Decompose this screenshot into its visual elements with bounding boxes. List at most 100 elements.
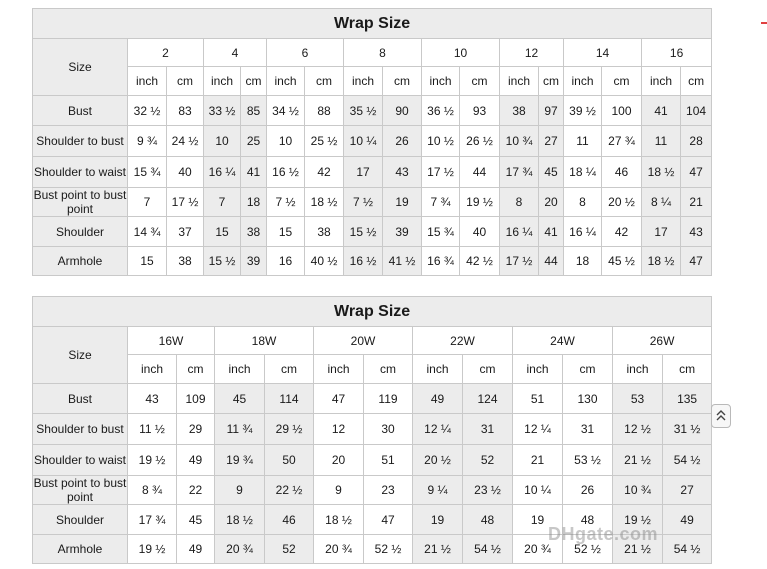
size-header-cell: 10 bbox=[421, 38, 500, 67]
unit-cell: cm bbox=[462, 354, 513, 384]
unit-cell: inch bbox=[127, 66, 167, 96]
size-header-cell: 14 bbox=[563, 38, 642, 67]
table-cell: 10 ¾ bbox=[499, 125, 539, 157]
table-cell: 11 ½ bbox=[127, 413, 177, 445]
unit-cell: cm bbox=[601, 66, 642, 96]
table-title: Wrap Size bbox=[31, 8, 713, 39]
size-header-cell: 22W bbox=[412, 326, 513, 355]
table-cell: 19 ¾ bbox=[214, 444, 265, 476]
table-cell: 21 ½ bbox=[412, 534, 463, 564]
table-cell: 19 ½ bbox=[459, 187, 500, 217]
table-cell: 19 ½ bbox=[127, 534, 177, 564]
table-cell: 31 bbox=[462, 413, 513, 445]
table-cell: 18 bbox=[240, 187, 267, 217]
table-cell: 18 ½ bbox=[304, 187, 344, 217]
table-cell: 47 bbox=[679, 246, 713, 276]
table-cell: 10 ¼ bbox=[343, 125, 383, 157]
table-cell: 10 bbox=[266, 125, 305, 157]
row-label: Shoulder to waist bbox=[32, 156, 128, 188]
table-cell: 44 bbox=[459, 156, 500, 188]
table-cell: 36 ½ bbox=[421, 95, 460, 126]
table-cell: 9 bbox=[313, 475, 364, 505]
unit-cell: cm bbox=[176, 354, 215, 384]
table-row: Shoulder 17 ¾ 45 18 ½ 46 18 ½ 47 19 48 19 48 19 ½ 49 bbox=[32, 504, 713, 535]
table-cell: 8 bbox=[563, 187, 602, 217]
table-cell: 10 bbox=[203, 125, 241, 157]
table-cell: 119 bbox=[363, 383, 413, 414]
unit-cell: inch bbox=[203, 66, 241, 96]
table-cell: 39 ½ bbox=[563, 95, 602, 126]
table-cell: 47 bbox=[363, 504, 413, 535]
table-cell: 41 ½ bbox=[382, 246, 422, 276]
table-cell: 19 ½ bbox=[612, 504, 663, 535]
table-cell: 42 ½ bbox=[459, 246, 500, 276]
scroll-to-top-button[interactable] bbox=[711, 404, 731, 428]
table-cell: 9 ¾ bbox=[127, 125, 167, 157]
table-cell: 7 bbox=[203, 187, 241, 217]
table-cell: 48 bbox=[562, 504, 613, 535]
table-cell: 40 ½ bbox=[304, 246, 344, 276]
table-cell: 40 bbox=[166, 156, 204, 188]
table-cell: 43 bbox=[127, 383, 177, 414]
table-cell: 18 bbox=[563, 246, 602, 276]
table-cell: 9 ¼ bbox=[412, 475, 463, 505]
size-chart-table-1: Wrap Size Size 2 4 6 8 10 12 14 16 inch cm inch cm inc… bbox=[31, 8, 713, 276]
table-cell: 19 bbox=[412, 504, 463, 535]
table-cell: 83 bbox=[166, 95, 204, 126]
table-row: Shoulder 14 ¾ 37 15 38 15 38 15 ½ 39 15 ¾ 40 16 ¼ 41… bbox=[32, 216, 713, 247]
table-cell: 39 bbox=[240, 246, 267, 276]
table-cell: 52 bbox=[264, 534, 314, 564]
table-cell: 41 bbox=[538, 216, 564, 247]
row-label: Armhole bbox=[32, 246, 128, 276]
table-cell: 53 bbox=[612, 383, 663, 414]
unit-cell: cm bbox=[363, 354, 413, 384]
table-cell: 25 bbox=[240, 125, 267, 157]
table-cell: 17 ¾ bbox=[127, 504, 177, 535]
table-cell: 90 bbox=[382, 95, 422, 126]
row-label: Bust bbox=[32, 95, 128, 126]
table-cell: 18 ½ bbox=[313, 504, 364, 535]
size-header-cell: 12 bbox=[499, 38, 564, 67]
table-cell: 32 ½ bbox=[127, 95, 167, 126]
table-cell: 16 bbox=[266, 246, 305, 276]
table-cell: 93 bbox=[459, 95, 500, 126]
table-cell: 10 ¼ bbox=[512, 475, 563, 505]
table-cell: 15 ½ bbox=[343, 216, 383, 247]
table-cell: 16 ½ bbox=[266, 156, 305, 188]
table-row: Bust 32 ½ 83 33 ½ 85 34 ½ 88 35 ½ 90 36 ½ 93 38 97 39… bbox=[32, 95, 713, 126]
size-header-cell: 20W bbox=[313, 326, 413, 355]
table-cell: 26 bbox=[382, 125, 422, 157]
table-cell: 11 bbox=[563, 125, 602, 157]
watermark: DHgate.com bbox=[548, 524, 659, 544]
size-header-row: Size 16W 18W 20W 22W 24W 26W bbox=[32, 326, 713, 384]
size-header-cell: 2 bbox=[127, 38, 204, 67]
row-label: Shoulder to waist bbox=[32, 444, 128, 476]
table-cell: 45 ½ bbox=[601, 246, 642, 276]
table-cell: 16 ¼ bbox=[203, 156, 241, 188]
table-cell: 15 ½ bbox=[203, 246, 241, 276]
unit-cell: cm bbox=[538, 66, 564, 96]
size-header-cell: 26W bbox=[611, 326, 713, 355]
table-row: Bust 43 109 45 114 47 119 49 124 51 130 53 135 bbox=[32, 383, 713, 414]
table-cell: 12 ¼ bbox=[512, 413, 563, 445]
table-cell: 52 bbox=[462, 444, 513, 476]
table-cell: 22 ½ bbox=[264, 475, 314, 505]
row-label: Shoulder bbox=[32, 504, 128, 535]
table-cell: 54 ½ bbox=[661, 444, 713, 476]
table-title: Wrap Size bbox=[31, 296, 713, 327]
size-header-cell: 6 bbox=[266, 38, 344, 67]
row-label: Shoulder to bust bbox=[32, 125, 128, 157]
table-cell: 22 bbox=[176, 475, 215, 505]
table-cell: 11 bbox=[641, 125, 681, 157]
table-cell: 18 ½ bbox=[641, 156, 681, 188]
table-cell: 46 bbox=[264, 504, 314, 535]
table-cell: 41 bbox=[240, 156, 267, 188]
unit-cell: cm bbox=[166, 66, 204, 96]
table-cell: 45 bbox=[176, 504, 215, 535]
table-cell: 46 bbox=[601, 156, 642, 188]
table-cell: 12 ½ bbox=[612, 413, 663, 445]
table-cell: 45 bbox=[214, 383, 265, 414]
table-cell: 51 bbox=[512, 383, 563, 414]
row-label: Armhole bbox=[32, 534, 128, 564]
